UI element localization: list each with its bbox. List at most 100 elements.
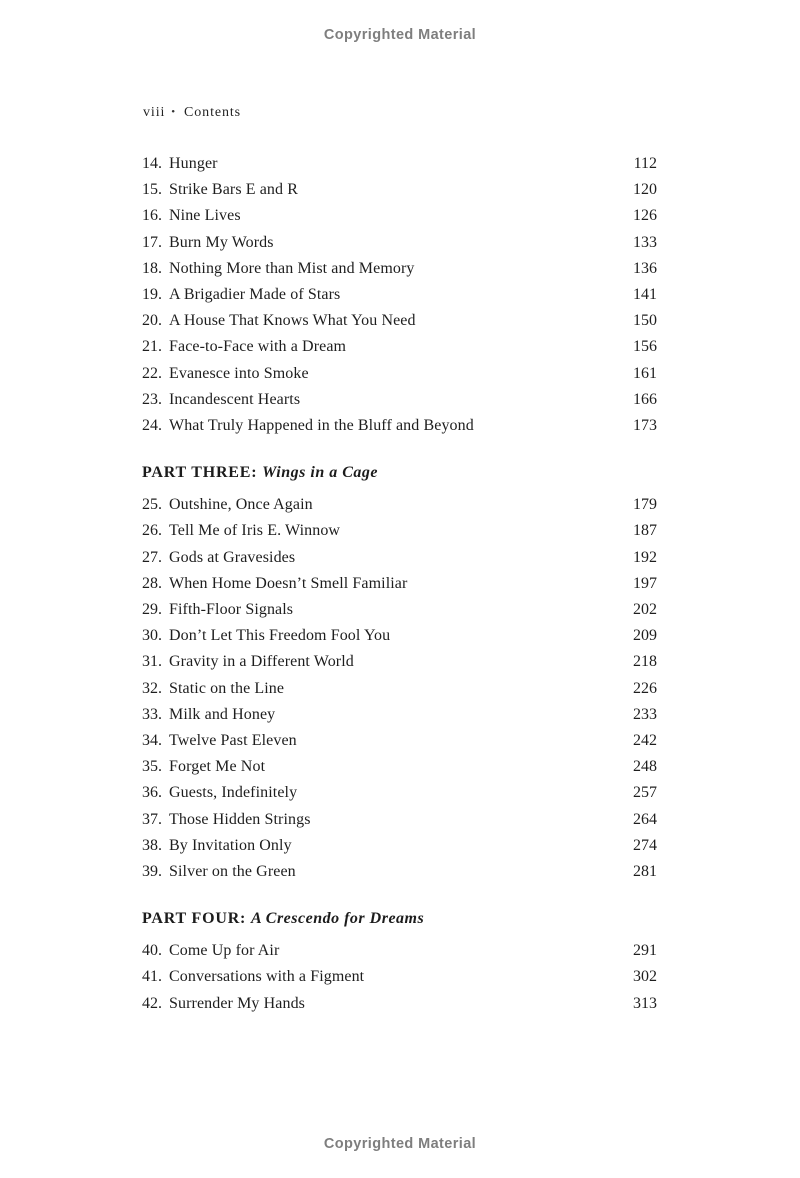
chapter-page-number: 218	[633, 653, 657, 671]
chapter-title: Strike Bars E and R	[169, 181, 298, 199]
chapter-page-number: 264	[633, 810, 657, 828]
chapter-number: 25.	[142, 496, 162, 514]
chapter-number: 15.	[142, 181, 162, 199]
page-header: viii • Contents	[143, 105, 241, 121]
chapter-title: Silver on the Green	[169, 863, 296, 881]
chapter-page-number: 133	[633, 233, 657, 251]
chapter-number: 28.	[142, 574, 162, 592]
chapter-number: 14.	[142, 155, 162, 172]
chapter-title: Guests, Indefinitely	[169, 784, 298, 802]
chapter-number: 27.	[142, 548, 162, 566]
chapter-page-number: 156	[633, 338, 657, 356]
chapter-number: 34.	[142, 732, 162, 750]
chapter-number: 21.	[142, 338, 162, 356]
toc-entry: 20. A House That Knows What You Need 150	[142, 308, 657, 334]
part-heading: PART FOUR: A Crescendo for Dreams	[142, 906, 657, 932]
chapter-number: 39.	[142, 863, 162, 881]
toc-entry: 25. Outshine, Once Again 179	[142, 492, 657, 518]
chapter-title: Nothing More than Mist and Memory	[169, 259, 415, 277]
folio-number: viii	[143, 105, 166, 120]
chapter-title: Don’t Let This Freedom Fool You	[169, 627, 391, 645]
part-heading-label: PART THREE:	[142, 464, 263, 482]
toc-entry: 27. Gods at Gravesides 192	[142, 545, 657, 571]
chapter-number: 18.	[142, 259, 162, 277]
chapter-number: 22.	[142, 364, 162, 382]
toc-entry: 15. Strike Bars E and R 120	[142, 177, 657, 203]
toc-entry: 34. Twelve Past Eleven 242	[142, 728, 657, 754]
chapter-title: By Invitation Only	[169, 836, 292, 854]
chapter-number: 26.	[142, 522, 162, 540]
toc-entry: 39. Silver on the Green 281	[142, 859, 657, 885]
chapter-number: 42.	[142, 994, 162, 1012]
chapter-number: 30.	[142, 627, 162, 645]
chapter-title: Outshine, Once Again	[169, 496, 313, 514]
chapter-number: 37.	[142, 810, 162, 828]
chapter-page-number: 313	[633, 994, 657, 1012]
toc-entry: 41. Conversations with a Figment 302	[142, 964, 657, 990]
chapter-title: Those Hidden Strings	[169, 810, 311, 828]
chapter-title: Milk and Honey	[169, 705, 276, 723]
chapter-page-number: 120	[633, 181, 657, 199]
toc-entry: 26. Tell Me of Iris E. Winnow 187	[142, 518, 657, 544]
chapter-title: What Truly Happened in the Bluff and Bey…	[169, 417, 474, 435]
part-heading-label: PART FOUR:	[142, 910, 251, 928]
toc-entry: 14. Hunger 112	[142, 151, 657, 177]
toc-entry: 38. By Invitation Only 274	[142, 833, 657, 859]
chapter-title: Surrender My Hands	[169, 994, 305, 1012]
chapter-number: 23.	[142, 390, 162, 408]
chapter-title: Forget Me Not	[169, 758, 266, 776]
table-of-contents: 14. Hunger 112 15. Strike Bars E and R 120 16.…	[142, 151, 657, 1017]
chapter-number: 36.	[142, 784, 162, 802]
chapter-number: 16.	[142, 207, 162, 225]
chapter-page-number: 173	[633, 417, 657, 435]
chapter-page-number: 233	[633, 705, 657, 723]
chapter-page-number: 202	[633, 601, 657, 619]
toc-entry: 31. Gravity in a Different World 218	[142, 649, 657, 675]
chapter-page-number: 281	[633, 863, 657, 881]
chapter-number: 19.	[142, 286, 162, 304]
toc-entry: 24. What Truly Happened in the Bluff and …	[142, 413, 657, 439]
chapter-title: A Brigadier Made of Stars	[169, 286, 341, 304]
chapter-title: Gods at Gravesides	[169, 548, 296, 566]
toc-entry: 16. Nine Lives 126	[142, 203, 657, 229]
chapter-page-number: 166	[633, 390, 657, 408]
chapter-page-number: 161	[633, 364, 657, 382]
chapter-page-number: 242	[633, 732, 657, 750]
chapter-page-number: 197	[633, 574, 657, 592]
chapter-number: 17.	[142, 233, 162, 251]
chapter-title: Incandescent Hearts	[169, 390, 301, 408]
part-heading: PART THREE: Wings in a Cage	[142, 460, 657, 486]
toc-entry: 35. Forget Me Not 248	[142, 754, 657, 780]
chapter-title: Face-to-Face with a Dream	[169, 338, 347, 356]
header-title: Contents	[184, 105, 242, 120]
toc-entry: 18. Nothing More than Mist and Memory 136	[142, 256, 657, 282]
chapter-page-number: 136	[633, 259, 657, 277]
toc-entry: 37. Those Hidden Strings 264	[142, 807, 657, 833]
chapter-number: 31.	[142, 653, 162, 671]
chapter-page-number: 302	[633, 968, 657, 986]
chapter-number: 38.	[142, 836, 162, 854]
chapter-page-number: 126	[633, 207, 657, 225]
chapter-title: Conversations with a Figment	[169, 968, 365, 986]
part-heading-title: Wings in a Cage	[262, 464, 378, 482]
chapter-page-number: 150	[633, 312, 657, 330]
part-heading-title: A Crescendo for Dreams	[250, 910, 425, 928]
chapter-page-number: 112	[633, 155, 657, 172]
chapter-page-number: 179	[633, 496, 657, 514]
chapter-title: Hunger	[169, 155, 218, 172]
toc-entry: 32. Static on the Line 226	[142, 676, 657, 702]
chapter-title: A House That Knows What You Need	[169, 312, 416, 330]
toc-entry: 36. Guests, Indefinitely 257	[142, 780, 657, 806]
chapter-title: Come Up for Air	[169, 942, 280, 960]
chapter-page-number: 274	[633, 836, 657, 854]
toc-entry: 22. Evanesce into Smoke 161	[142, 361, 657, 387]
chapter-title: Twelve Past Eleven	[169, 732, 297, 750]
chapter-number: 33.	[142, 705, 162, 723]
toc-entry: 17. Burn My Words 133	[142, 230, 657, 256]
chapter-number: 41.	[142, 968, 162, 986]
chapter-title: Evanesce into Smoke	[169, 364, 309, 382]
chapter-title: Tell Me of Iris E. Winnow	[169, 522, 341, 540]
chapter-title: Fifth-Floor Signals	[169, 601, 294, 619]
chapter-title: Nine Lives	[169, 207, 241, 225]
chapter-number: 32.	[142, 679, 162, 697]
